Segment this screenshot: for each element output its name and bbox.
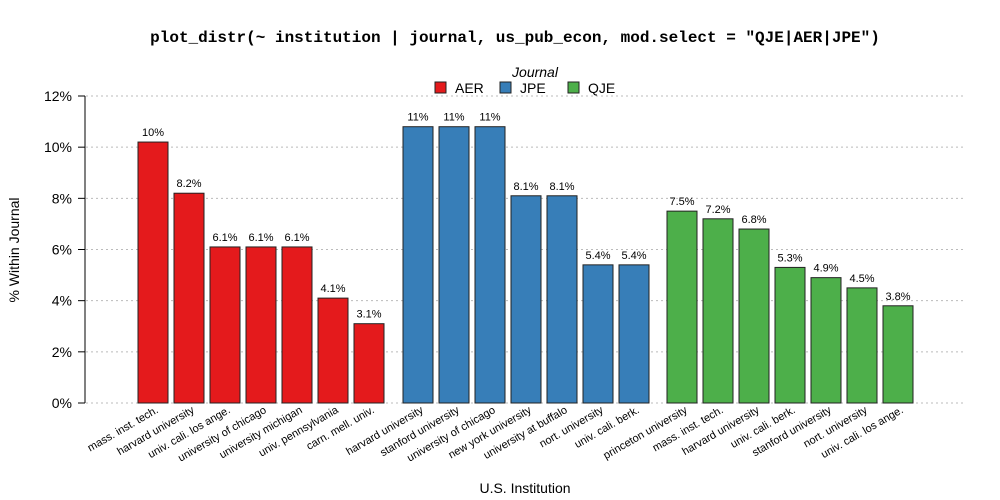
- bar-aer: [281, 246, 313, 404]
- bar-qje: [846, 287, 878, 404]
- legend-swatch-jpe: [499, 81, 512, 94]
- data-label: 6.1%: [248, 232, 273, 244]
- bar-aer: [173, 192, 205, 404]
- bar-aer: [137, 141, 169, 404]
- data-label: 7.5%: [669, 196, 694, 208]
- data-label: 4.1%: [320, 283, 345, 295]
- data-label: 10%: [142, 127, 164, 139]
- x-axis-label: U.S. Institution: [479, 480, 570, 496]
- data-label: 7.2%: [705, 204, 730, 216]
- legend-swatch-qje: [567, 81, 580, 94]
- data-label: 4.9%: [813, 263, 838, 275]
- data-label: 4.5%: [849, 273, 874, 285]
- bar-qje: [666, 210, 698, 404]
- legend-label-jpe: JPE: [520, 80, 546, 96]
- data-label: 11%: [479, 112, 500, 124]
- bar-qje: [882, 305, 914, 404]
- data-label: 3.8%: [885, 291, 910, 303]
- legend-label-aer: AER: [455, 80, 484, 96]
- bar-qje: [738, 228, 770, 404]
- data-label: 11%: [443, 112, 464, 124]
- bar-qje: [702, 218, 734, 404]
- x-tick-labels: mass. inst. tech.harvard universityuniv.…: [86, 404, 906, 465]
- y-tick-label: 8%: [52, 190, 72, 206]
- y-tick-label: 6%: [52, 242, 72, 258]
- data-label: 5.4%: [585, 250, 610, 262]
- bar-jpe: [510, 195, 542, 404]
- bar-jpe: [546, 195, 578, 404]
- bar-jpe: [474, 126, 506, 404]
- y-axis: 0% 2% 4% 6% 8% 10% 12%: [44, 88, 86, 411]
- legend-swatch-aer: [434, 81, 447, 94]
- bar-aer: [245, 246, 277, 404]
- bar-aer: [317, 297, 349, 404]
- bar-qje: [810, 277, 842, 404]
- y-tick-label: 4%: [52, 293, 72, 309]
- bar-aer: [353, 323, 385, 404]
- data-label: 6.1%: [284, 232, 309, 244]
- data-label: 5.4%: [621, 250, 646, 262]
- data-label: 11%: [407, 112, 428, 124]
- y-tick-label: 0%: [52, 395, 72, 411]
- legend-label-qje: QJE: [588, 80, 615, 96]
- bars: 10% 8.2% 6.1% 6.1% 6.1% 4.1% 3.1% 11% 11% 11% 8.1%…: [137, 112, 914, 404]
- data-label: 8.1%: [513, 181, 538, 193]
- data-label: 5.3%: [777, 252, 802, 264]
- bar-jpe: [438, 126, 470, 404]
- y-tick-label: 2%: [52, 344, 72, 360]
- bar-jpe: [618, 264, 650, 404]
- legend: AER JPE QJE: [434, 80, 615, 96]
- chart-title: plot_distr(~ institution | journal, us_p…: [150, 29, 880, 47]
- y-axis-label: % Within Journal: [6, 197, 22, 302]
- data-label: 6.8%: [741, 214, 766, 226]
- bar-aer: [209, 246, 241, 404]
- legend-title: Journal: [511, 64, 559, 80]
- y-tick-label: 10%: [44, 139, 72, 155]
- data-label: 6.1%: [212, 232, 237, 244]
- data-label: 8.2%: [176, 178, 201, 190]
- y-tick-label: 12%: [44, 88, 72, 104]
- data-label: 8.1%: [549, 181, 574, 193]
- bar-qje: [774, 266, 806, 404]
- bar-jpe: [582, 264, 614, 404]
- bar-jpe: [402, 126, 434, 404]
- data-label: 3.1%: [356, 309, 381, 321]
